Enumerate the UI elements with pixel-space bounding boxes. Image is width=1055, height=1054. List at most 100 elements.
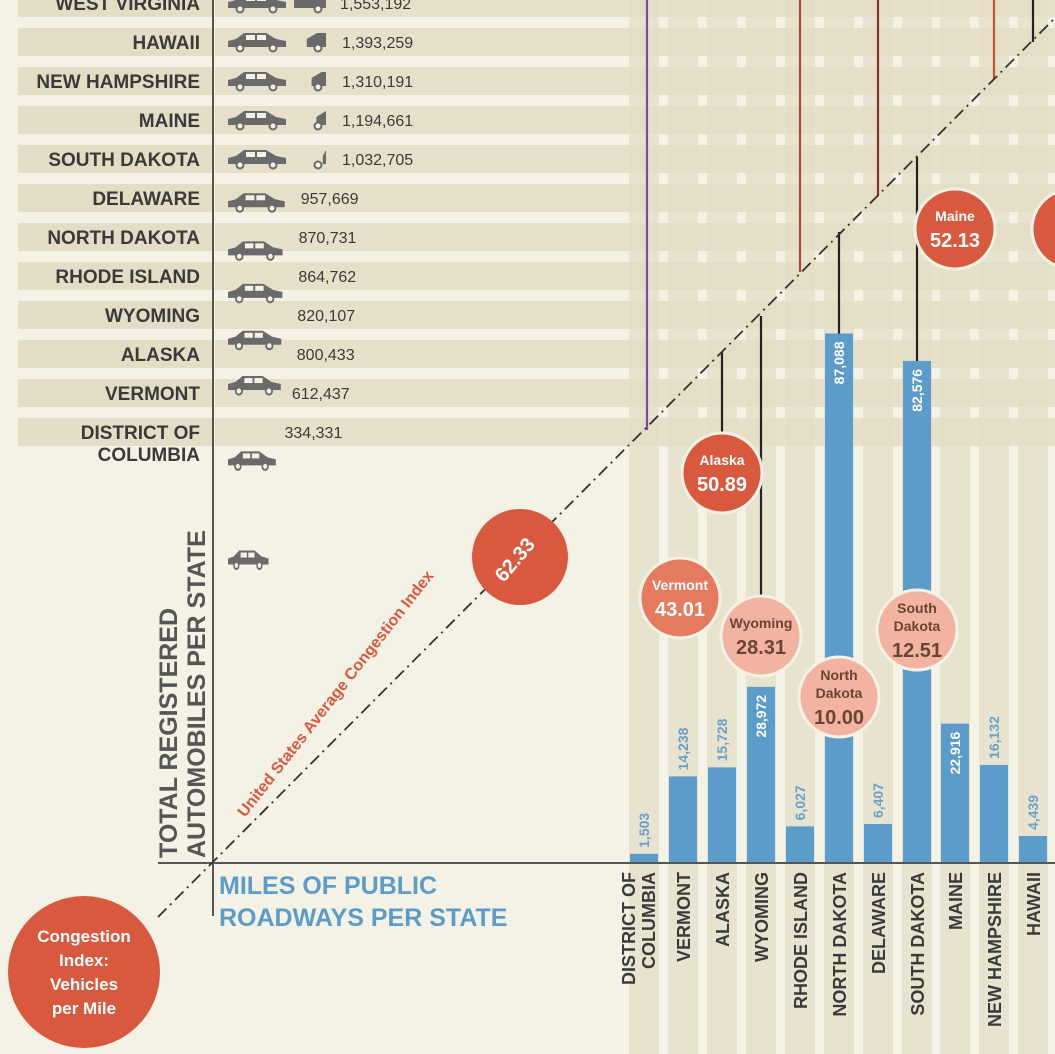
mileage-value-label: 6,027 (792, 785, 808, 820)
car-window (246, 113, 255, 118)
car-icon (228, 550, 269, 571)
car-window (242, 453, 251, 459)
mileage-value-label: 15,728 (714, 718, 730, 761)
average-congestion-line (157, 17, 1055, 918)
congestion-bubble-name: South (897, 600, 937, 616)
car-wheel (268, 160, 278, 170)
mileage-bar (630, 853, 658, 863)
congestion-bubble: North Dakota 10.00 (797, 655, 881, 739)
column-stripe (668, 0, 698, 1054)
car-window (257, 113, 266, 118)
car-body (228, 241, 283, 256)
registration-value: 1,032,705 (342, 152, 413, 169)
car-window (254, 378, 263, 384)
car-wheel (234, 386, 244, 396)
car-wheel (235, 82, 245, 92)
column-stripe (1018, 0, 1048, 1054)
category-label: SOUTH DAKOTA (908, 872, 928, 1016)
car-window (240, 552, 247, 558)
car-body (228, 550, 269, 565)
car-wheel (234, 461, 242, 471)
car-window (244, 243, 254, 249)
row-stripe (215, 145, 1055, 173)
car-body (228, 193, 285, 208)
congestion-bubble-name: Dakota (894, 618, 941, 634)
car-icon-scaled (228, 330, 282, 351)
row-stripe (215, 0, 1055, 17)
congestion-bubble-value: 12.51 (892, 640, 942, 662)
legend-circle (8, 896, 160, 1048)
car-window (248, 552, 255, 558)
car-wheel (268, 4, 278, 14)
car-icon (228, 283, 283, 304)
car-icon-scaled (228, 241, 283, 261)
mileage-bar (708, 767, 736, 863)
mileage-value-label: 16,132 (986, 716, 1002, 759)
congestion-bubble-name: Alaska (699, 452, 744, 468)
mileage-value-label: 82,576 (909, 369, 925, 412)
x-axis-title-line1: MILES OF PUBLIC (219, 872, 437, 900)
mileage-value-label: 28,972 (753, 695, 769, 738)
van-body (306, 33, 326, 47)
car-icon-scaled (228, 376, 281, 396)
car-wheel (235, 121, 245, 131)
car-window (246, 152, 255, 157)
y-axis-title-line1: TOTAL REGISTERED (155, 608, 183, 858)
car-window (257, 0, 266, 1)
registration-state-label: WEST VIRGINIA (55, 0, 200, 15)
car-wheel (268, 82, 278, 92)
registration-value: 864,762 (298, 269, 356, 286)
registration-state-label: WYOMING (105, 306, 200, 327)
row-label-stripe (18, 28, 213, 56)
van-wheel (313, 121, 323, 131)
car-wheel (235, 294, 244, 304)
category-labels: DISTRICT OF COLUMBIA VERMONT ALASKA WYOMING R… (619, 872, 1044, 1027)
car-wheel (235, 160, 245, 170)
congestion-bubble-name: Maine (935, 208, 975, 224)
column-stripe (629, 0, 659, 1054)
mileage-bar (747, 686, 775, 863)
legend-badge: Congestion Index: Vehicles per Mile (8, 896, 160, 1048)
registration-state-label: NEW HAMPSHIRE (36, 72, 200, 93)
mileage-bar (941, 723, 969, 863)
row-label-stripe (18, 223, 213, 251)
average-badge: 62.33 (472, 509, 568, 605)
car-icon (228, 193, 285, 213)
congestion-bubble-value: 10.00 (814, 707, 864, 729)
van-body (322, 150, 326, 164)
axis-titles: TOTAL REGISTERED AUTOMOBILES PER STATE M… (155, 530, 507, 932)
car-icon (228, 0, 286, 14)
legend-line-1: Congestion (37, 927, 131, 946)
registration-state-label: ALASKA (121, 345, 200, 366)
column-stripe (707, 0, 737, 1054)
legend-line-3: Vehicles (50, 975, 118, 994)
axes (157, 0, 1055, 918)
car-body (228, 376, 281, 391)
congestion-bubble-name: Dakota (816, 685, 863, 701)
mileage-value-label: 1,503 (636, 813, 652, 848)
van-icon (313, 150, 326, 170)
row-label-stripe (18, 301, 213, 329)
congestion-bubble: Vermont 43.01 (638, 556, 722, 640)
car-body (228, 330, 282, 345)
car-wheel (235, 251, 244, 261)
car-window (246, 0, 255, 1)
car-window (257, 74, 266, 79)
mileage-value-label: 22,916 (947, 731, 963, 774)
legend-line-4: per Mile (52, 999, 116, 1018)
x-axis-title-line2: ROADWAYS PER STATE (219, 904, 507, 932)
row-stripe (215, 106, 1055, 134)
category-label: NORTH DAKOTA (830, 872, 850, 1017)
car-window (255, 243, 264, 249)
congestion-bubble: Wyoming 28.31 (719, 594, 803, 678)
category-label: WYOMING (752, 872, 772, 962)
registration-value: 1,553,192 (340, 0, 411, 13)
congestion-bubble-circle (638, 556, 722, 640)
registration-state-label: NORTH DAKOTA (47, 228, 200, 249)
row-stripe (215, 262, 1055, 290)
car-window (244, 378, 253, 384)
category-label: COLUMBIA (639, 872, 659, 969)
y-axis-title-line2: AUTOMOBILES PER STATE (183, 530, 211, 858)
car-icon-scaled (228, 283, 283, 304)
